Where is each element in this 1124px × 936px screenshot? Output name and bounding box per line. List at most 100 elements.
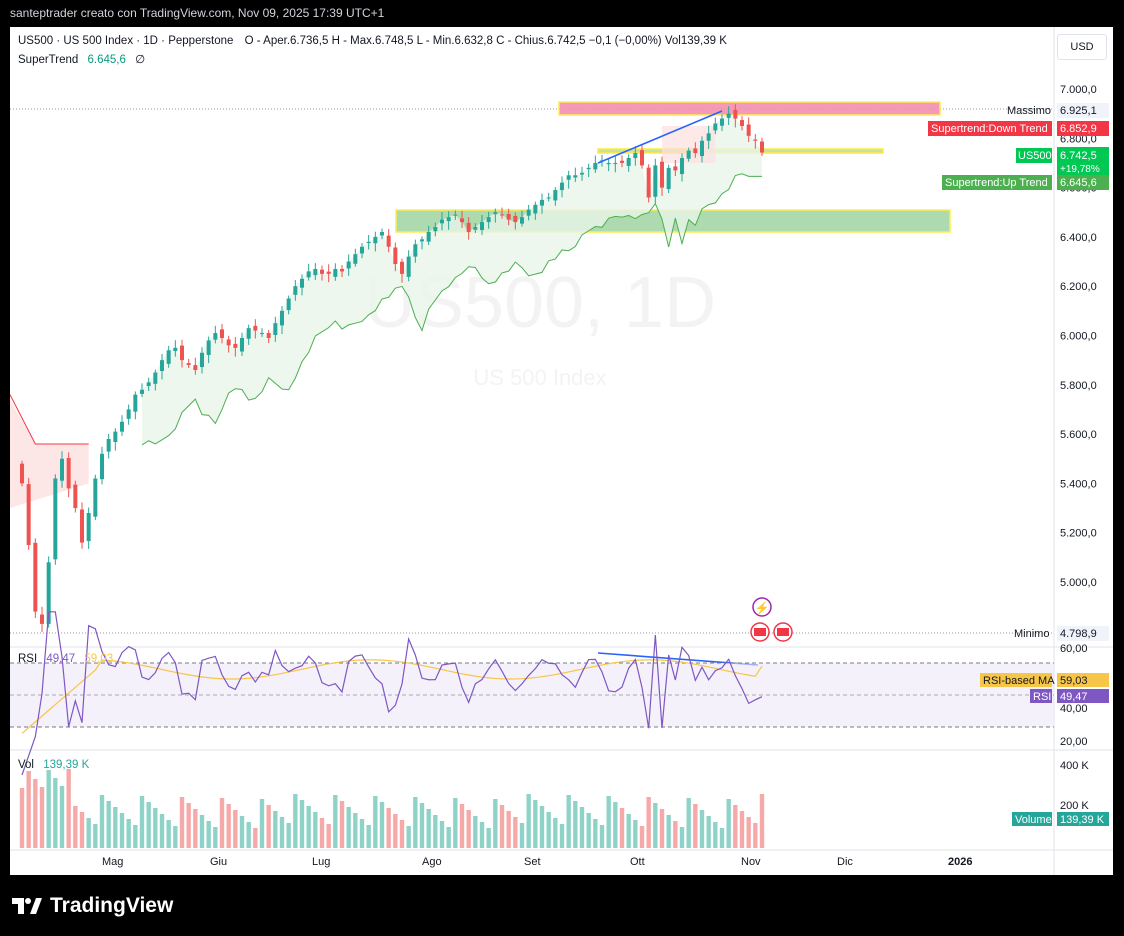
uptrend-label-value: 6.645,6 bbox=[1060, 177, 1097, 189]
downtrend-label-value: 6.852,9 bbox=[1060, 123, 1097, 135]
price-trendline[interactable] bbox=[597, 110, 723, 164]
volume-bar bbox=[253, 828, 258, 848]
tradingview-logo-icon bbox=[12, 898, 42, 914]
volume-bar bbox=[166, 820, 171, 848]
volume-bar bbox=[526, 794, 531, 848]
chart-attribution: santeptrader creato con TradingView.com,… bbox=[10, 6, 385, 20]
volume-bar bbox=[186, 803, 191, 848]
candle-body bbox=[153, 372, 158, 384]
volume-bar bbox=[679, 827, 685, 848]
time-label: Dic bbox=[837, 856, 853, 868]
chart-panel[interactable]: US500, 1D US 500 Index ⚡ bbox=[10, 27, 1113, 875]
high-label-bg bbox=[1057, 103, 1109, 118]
uptrend-price-label: Supertrend:Up Trend 6.645,6 bbox=[942, 175, 1109, 190]
volume-bar bbox=[206, 821, 211, 848]
volume-bar bbox=[513, 817, 518, 848]
resistance-zone[interactable] bbox=[558, 101, 941, 116]
volume-bar bbox=[126, 819, 131, 848]
volume-bar bbox=[286, 823, 291, 848]
rsi-ma-name-bg bbox=[980, 673, 1052, 687]
chart-canvas[interactable]: US500, 1D US 500 Index ⚡ bbox=[10, 27, 1113, 875]
candle-body bbox=[620, 160, 624, 163]
volume-bar bbox=[119, 813, 125, 848]
volume-bar bbox=[93, 824, 98, 848]
volume-bar bbox=[59, 786, 65, 848]
volume-bar bbox=[319, 818, 325, 848]
legend-rsi[interactable]: RSI 49,47 59,03 bbox=[18, 653, 113, 665]
rsi-tick-20: 20,00 bbox=[1060, 736, 1088, 748]
volume-bar bbox=[733, 805, 738, 848]
candle-body bbox=[206, 340, 211, 355]
volume-bar bbox=[313, 812, 318, 848]
candle-body bbox=[140, 389, 144, 394]
candle-body bbox=[506, 213, 511, 220]
legend-volume[interactable]: Vol 139,39 K bbox=[18, 759, 89, 771]
candle-body bbox=[726, 113, 731, 118]
candles-layer bbox=[20, 104, 764, 633]
candle-body bbox=[613, 162, 618, 164]
rsi-ma-label-name: RSI-based MA bbox=[983, 675, 1055, 687]
volume-bar bbox=[533, 800, 538, 848]
candle-body bbox=[93, 478, 98, 517]
volume-bar bbox=[413, 797, 418, 848]
rsi-ma-value-bg bbox=[1057, 673, 1109, 687]
volume-bar bbox=[99, 795, 105, 848]
volume-bar bbox=[19, 788, 25, 848]
price-tick: 5.200,0 bbox=[1060, 528, 1097, 540]
volume-value-bg bbox=[1057, 812, 1109, 826]
candle-body bbox=[540, 199, 544, 206]
time-label: Ago bbox=[422, 856, 442, 868]
volume-bars bbox=[19, 769, 765, 848]
vol-tick-200k: 200 K bbox=[1060, 800, 1089, 812]
currency-button[interactable]: USD bbox=[1057, 34, 1107, 60]
volume-bar bbox=[713, 822, 718, 848]
candle-body bbox=[386, 235, 391, 247]
candle-body bbox=[586, 167, 591, 170]
supertrend-up-fill bbox=[142, 113, 762, 445]
volume-bar bbox=[706, 816, 711, 848]
volume-bar bbox=[493, 799, 498, 848]
candle-body bbox=[566, 175, 571, 180]
candle-body bbox=[286, 298, 291, 311]
volume-bar bbox=[479, 822, 485, 848]
low-label-name: Minimo bbox=[1014, 628, 1049, 640]
last-name-bg bbox=[1016, 148, 1052, 163]
volume-bar bbox=[439, 821, 445, 848]
volume-bar bbox=[453, 798, 458, 848]
tradingview-logo-text: TradingView bbox=[50, 894, 174, 917]
candle-body bbox=[326, 271, 331, 274]
candle-body bbox=[526, 209, 531, 216]
event-icons[interactable]: ⚡ bbox=[750, 597, 793, 642]
time-label: Ott bbox=[630, 856, 645, 868]
last-value-bg bbox=[1057, 147, 1109, 175]
candle-body bbox=[373, 236, 378, 244]
candle-body bbox=[146, 382, 151, 387]
high-label-name: Massimo bbox=[1007, 105, 1051, 117]
lightning-event-icon[interactable] bbox=[752, 597, 772, 617]
volume-bar bbox=[666, 815, 671, 848]
candle-body bbox=[573, 175, 578, 178]
legend-symbol[interactable]: US500 · US 500 Index · 1D · Pepperstone … bbox=[18, 35, 727, 47]
candle-body bbox=[660, 161, 664, 188]
time-axis[interactable]: Mag Giu Lug Ago Set Ott Nov Dic 2026 bbox=[102, 856, 972, 868]
rsi-label-name: RSI bbox=[1033, 691, 1051, 703]
volume-bar bbox=[719, 828, 725, 848]
uptrend-label-name: Supertrend:Up Trend bbox=[945, 177, 1048, 189]
candle-body bbox=[113, 431, 118, 442]
volume-bar bbox=[573, 801, 578, 848]
tradingview-logo[interactable]: TradingView bbox=[12, 894, 173, 918]
legend-supertrend[interactable]: SuperTrend 6.645,6 ∅ bbox=[18, 52, 145, 66]
volume-bar bbox=[159, 814, 165, 848]
volume-bar bbox=[606, 796, 611, 848]
volume-bar bbox=[146, 802, 151, 848]
legend-symbol-line: US500 · US 500 Index · 1D · Pepperstone bbox=[18, 35, 234, 47]
volume-bar bbox=[333, 795, 338, 848]
volume-bar bbox=[359, 819, 365, 848]
candle-body bbox=[73, 484, 78, 509]
volume-bar bbox=[293, 794, 298, 848]
volume-bar bbox=[399, 820, 405, 848]
candle-body bbox=[346, 261, 351, 269]
volume-bar bbox=[499, 805, 505, 848]
rsi-ma-legend-value: 59,03 bbox=[84, 653, 114, 665]
volume-bar bbox=[173, 826, 178, 848]
